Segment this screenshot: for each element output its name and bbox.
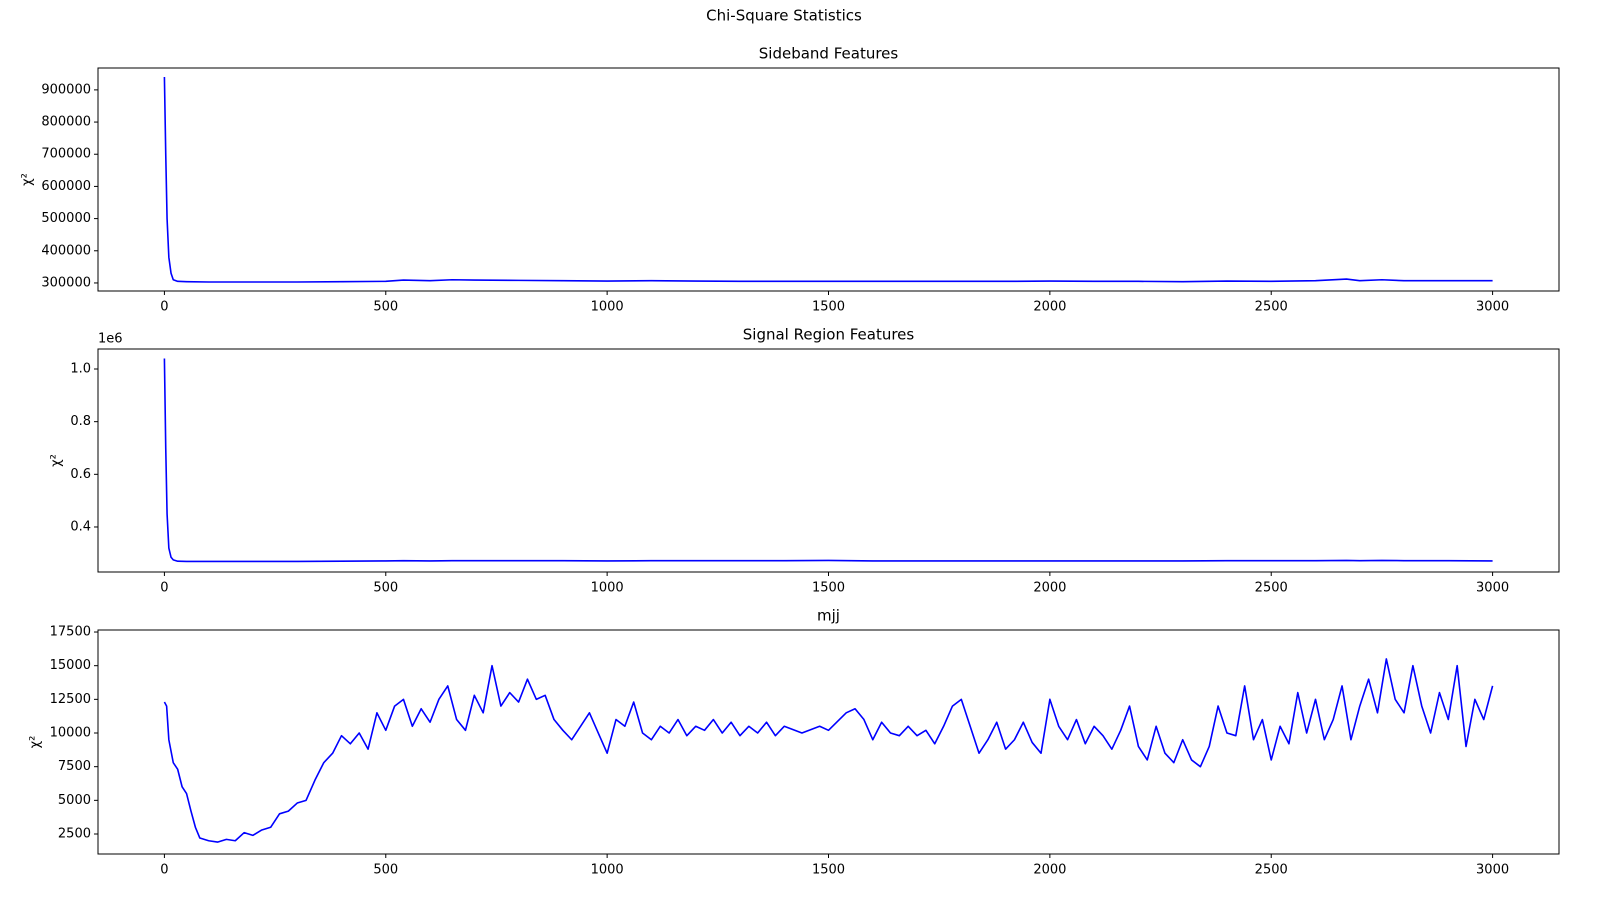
y-tick-label: 0.6 — [70, 467, 91, 482]
x-tick-label: 2500 — [1255, 863, 1288, 878]
y-axis-label: χ² — [20, 173, 35, 186]
x-tick-label: 3000 — [1476, 863, 1509, 878]
x-tick-label: 0 — [160, 863, 168, 878]
y-tick-label: 800000 — [41, 115, 91, 130]
y-axis-label: χ² — [49, 454, 64, 467]
x-tick-label: 2500 — [1255, 581, 1288, 596]
axes-frame — [97, 67, 1560, 292]
x-tick-label: 3000 — [1476, 300, 1509, 315]
y-tick-label: 5000 — [58, 793, 91, 808]
data-line — [163, 658, 1494, 843]
y-tick-label: 700000 — [41, 147, 91, 162]
y-tick-label: 600000 — [41, 179, 91, 194]
x-tick-label: 2000 — [1033, 863, 1066, 878]
x-tick-label: 2000 — [1033, 300, 1066, 315]
y-tick-label: 0.8 — [70, 414, 91, 429]
y-tick-label: 15000 — [50, 658, 91, 673]
x-tick-label: 500 — [373, 581, 398, 596]
y-tick-label: 10000 — [50, 726, 91, 741]
data-line — [163, 358, 1493, 563]
x-tick-label: 500 — [373, 300, 398, 315]
axes-frame — [97, 629, 1560, 855]
y-tick-label: 1.0 — [70, 362, 91, 377]
x-tick-label: 1000 — [591, 581, 624, 596]
y-tick-label: 400000 — [41, 243, 91, 258]
subplot-title: Sideband Features — [759, 45, 899, 63]
x-tick-label: 1500 — [812, 863, 845, 878]
y-tick-label: 17500 — [50, 625, 91, 640]
y-tick-label: 7500 — [58, 759, 91, 774]
y-tick-label: 12500 — [50, 692, 91, 707]
x-tick-label: 1000 — [591, 863, 624, 878]
y-tick-label: 500000 — [41, 211, 91, 226]
axes-frame — [97, 348, 1560, 573]
x-tick-label: 2000 — [1033, 581, 1066, 596]
x-tick-label: 2500 — [1255, 300, 1288, 315]
figure-title: Chi-Square Statistics — [706, 7, 862, 25]
x-tick-label: 0 — [160, 300, 168, 315]
x-tick-label: 1500 — [812, 581, 845, 596]
y-axis-label: χ² — [28, 736, 43, 749]
offset-text: 1e6 — [98, 332, 123, 347]
y-tick-label: 0.4 — [70, 519, 91, 534]
subplot-title: mjj — [817, 607, 840, 625]
data-line — [163, 76, 1493, 283]
x-tick-label: 0 — [160, 581, 168, 596]
y-tick-label: 300000 — [41, 275, 91, 290]
x-tick-label: 3000 — [1476, 581, 1509, 596]
y-tick-label: 2500 — [58, 827, 91, 842]
x-tick-label: 500 — [373, 863, 398, 878]
y-tick-label: 900000 — [41, 82, 91, 97]
x-tick-label: 1000 — [591, 300, 624, 315]
subplot-title: Signal Region Features — [743, 326, 915, 344]
x-tick-label: 1500 — [812, 300, 845, 315]
